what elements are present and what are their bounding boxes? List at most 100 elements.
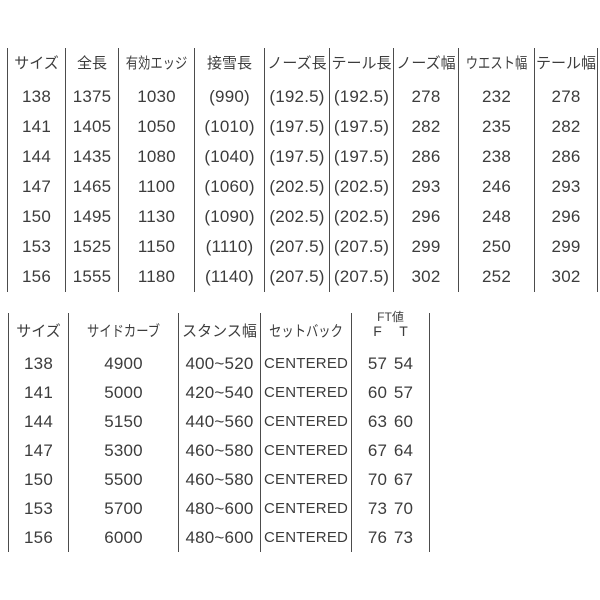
table-cell: (1060) [194, 172, 265, 202]
table-row: 144 5150 440~560 CENTERED 63 60 [8, 407, 431, 436]
ft-tail-value: 73 [393, 527, 414, 547]
table-cell: (192.5) [264, 82, 330, 112]
table-cell: 480~600 [178, 494, 261, 523]
table-cell: 296 [393, 202, 459, 232]
ft-front-value: 60 [367, 382, 388, 402]
table-row: 150 5500 460~580 CENTERED 70 67 [8, 465, 431, 494]
table-row: 147 1465 1100 (1060) (202.5) (202.5) 293 246 293 [7, 172, 599, 202]
table-cell: 141 [7, 112, 66, 142]
table-cell: 6000 [68, 523, 179, 552]
table-cell-ft-values: 73 70 [351, 494, 431, 523]
table-cell: CENTERED [259, 378, 352, 407]
table-cell: (207.5) [329, 262, 394, 292]
table-cell: 238 [458, 142, 535, 172]
table-cell: CENTERED [259, 436, 352, 465]
table-row: 147 5300 460~580 CENTERED 67 64 [8, 436, 431, 465]
table-row: 150 1495 1130 (1090) (202.5) (202.5) 296 248 296 [7, 202, 599, 232]
table-cell: 1080 [117, 142, 195, 172]
ft-values-group: 60 57 [352, 383, 429, 403]
table-cell: 400~520 [178, 349, 261, 378]
table-cell: (1040) [194, 142, 265, 172]
column-header-label: テール幅 [536, 55, 597, 72]
table-row: 141 1405 1050 (1010) (197.5) (197.5) 282 235 282 [7, 112, 599, 142]
ft-values-group: 67 64 [352, 441, 429, 461]
table-cell: 302 [534, 262, 599, 292]
table-cell: 299 [534, 232, 599, 262]
table-cell: 286 [534, 142, 599, 172]
table-cell: 460~580 [178, 465, 261, 494]
column-header: セットバック [259, 313, 352, 349]
table-cell: (1140) [194, 262, 265, 292]
table-cell: 235 [458, 112, 535, 142]
table-cell: (207.5) [264, 232, 330, 262]
table-cell: 153 [7, 232, 66, 262]
column-header: テール長 [329, 48, 394, 82]
ft-value-header-group: FT値 F T [352, 311, 429, 338]
ft-sub-headers: F T [352, 324, 429, 338]
table-cell: 147 [8, 436, 69, 465]
table-cell: (202.5) [329, 172, 394, 202]
table-cell: (197.5) [329, 142, 394, 172]
column-header: ノーズ幅 [393, 48, 459, 82]
column-header-label: サイドカーブ [86, 323, 161, 340]
table-cell: 278 [393, 82, 459, 112]
column-header: ノーズ長 [264, 48, 330, 82]
table-cell: 299 [393, 232, 459, 262]
column-header: ウエスト幅 [458, 48, 535, 82]
table-cell: 1050 [117, 112, 195, 142]
column-header: 有効エッジ [117, 48, 195, 82]
ft-front-value: 73 [367, 498, 388, 518]
table-cell: 480~600 [178, 523, 261, 552]
table-cell: 246 [458, 172, 535, 202]
table-cell: 1375 [65, 82, 119, 112]
column-header-label: 全長 [76, 55, 107, 72]
ft-tail-value: 57 [393, 382, 414, 402]
column-header: 全長 [65, 48, 119, 82]
table-cell: 278 [534, 82, 599, 112]
table-cell: 5000 [68, 378, 179, 407]
table-cell: 302 [393, 262, 459, 292]
table-cell: CENTERED [259, 349, 352, 378]
ft-value-label: FT値 [377, 310, 404, 324]
column-header-label: スタンス幅 [182, 323, 257, 340]
ft-values-group: 57 54 [352, 354, 429, 374]
table-cell: 1405 [65, 112, 119, 142]
table-cell: 460~580 [178, 436, 261, 465]
table-cell: (192.5) [329, 82, 394, 112]
ft-values-group: 63 60 [352, 412, 429, 432]
ft-values-group: 70 67 [352, 470, 429, 490]
table-cell-ft-values: 70 67 [351, 465, 431, 494]
column-header-label: セットバック [269, 323, 343, 340]
ft-tail-value: 64 [393, 440, 414, 460]
table-cell: (202.5) [264, 172, 330, 202]
table-cell: 141 [8, 378, 69, 407]
table-cell: 296 [534, 202, 599, 232]
table-cell: CENTERED [259, 523, 352, 552]
table-cell: 147 [7, 172, 66, 202]
table-row: 141 5000 420~540 CENTERED 60 57 [8, 378, 431, 407]
column-header-label: サイズ [14, 55, 59, 72]
table-row: 153 1525 1150 (1110) (207.5) (207.5) 299 250 299 [7, 232, 599, 262]
table-cell: 440~560 [178, 407, 261, 436]
table-cell: (1010) [194, 112, 265, 142]
dimensions-table-body: 138 1375 1030 (990) (192.5) (192.5) 278 232 278 1… [7, 82, 599, 292]
table-cell: (197.5) [264, 112, 330, 142]
header-row: サイズ サイドカーブ スタンス幅 セットバック FT値 F T [8, 311, 431, 349]
column-header-label: ノーズ幅 [396, 55, 456, 72]
table-cell-ft-values: 67 64 [351, 436, 431, 465]
ft-front-value: 67 [367, 440, 388, 460]
table-cell: (197.5) [264, 142, 330, 172]
table-cell-ft-values: 63 60 [351, 407, 431, 436]
table-cell: 1150 [117, 232, 195, 262]
table-cell: (207.5) [329, 232, 394, 262]
table-row: 138 4900 400~520 CENTERED 57 54 [8, 349, 431, 378]
ft-values-group: 73 70 [352, 499, 429, 519]
column-header-label: 有効エッジ [125, 55, 188, 72]
table-cell: 150 [7, 202, 66, 232]
table-cell: 1525 [65, 232, 119, 262]
table-cell: 293 [393, 172, 459, 202]
column-header-label: ノーズ長 [267, 55, 327, 72]
table-cell: (207.5) [264, 262, 330, 292]
table-cell: 250 [458, 232, 535, 262]
table-cell: 1495 [65, 202, 119, 232]
